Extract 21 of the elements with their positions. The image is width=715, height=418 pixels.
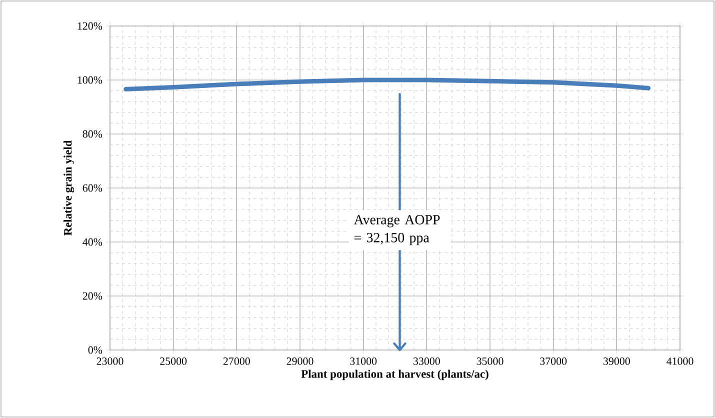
y-tick-label: 120% (78, 22, 102, 30)
y-tick-label: 40% (82, 238, 102, 246)
x-tick-label: 39000 (604, 358, 630, 365)
x-axis-title: Plant population at harvest (plants/ac) (301, 370, 488, 380)
x-tick-label: 37000 (540, 358, 567, 365)
x-tick-label: 23000 (96, 358, 124, 365)
line-series (124, 78, 651, 92)
x-tick-label: 27000 (223, 358, 250, 365)
x-tick-label: 29000 (286, 358, 314, 365)
y-tick-label: 20% (82, 292, 102, 300)
x-tick-label: 41000 (666, 358, 694, 365)
y-tick-label: 80% (82, 130, 102, 138)
y-axis-title: Relative grain yield (64, 140, 74, 236)
x-tick-label: 25000 (160, 358, 187, 365)
x-tick-label: 35000 (476, 358, 504, 365)
y-tick-label: 60% (82, 184, 102, 192)
x-tick-label: 33000 (414, 358, 440, 365)
y-tick-label: 100% (78, 76, 102, 84)
x-tick-label: 31000 (350, 358, 377, 365)
ref-line-label: Average AOPP = 32,150 ppa (354, 215, 440, 246)
y-tick-label: 0% (88, 346, 102, 354)
